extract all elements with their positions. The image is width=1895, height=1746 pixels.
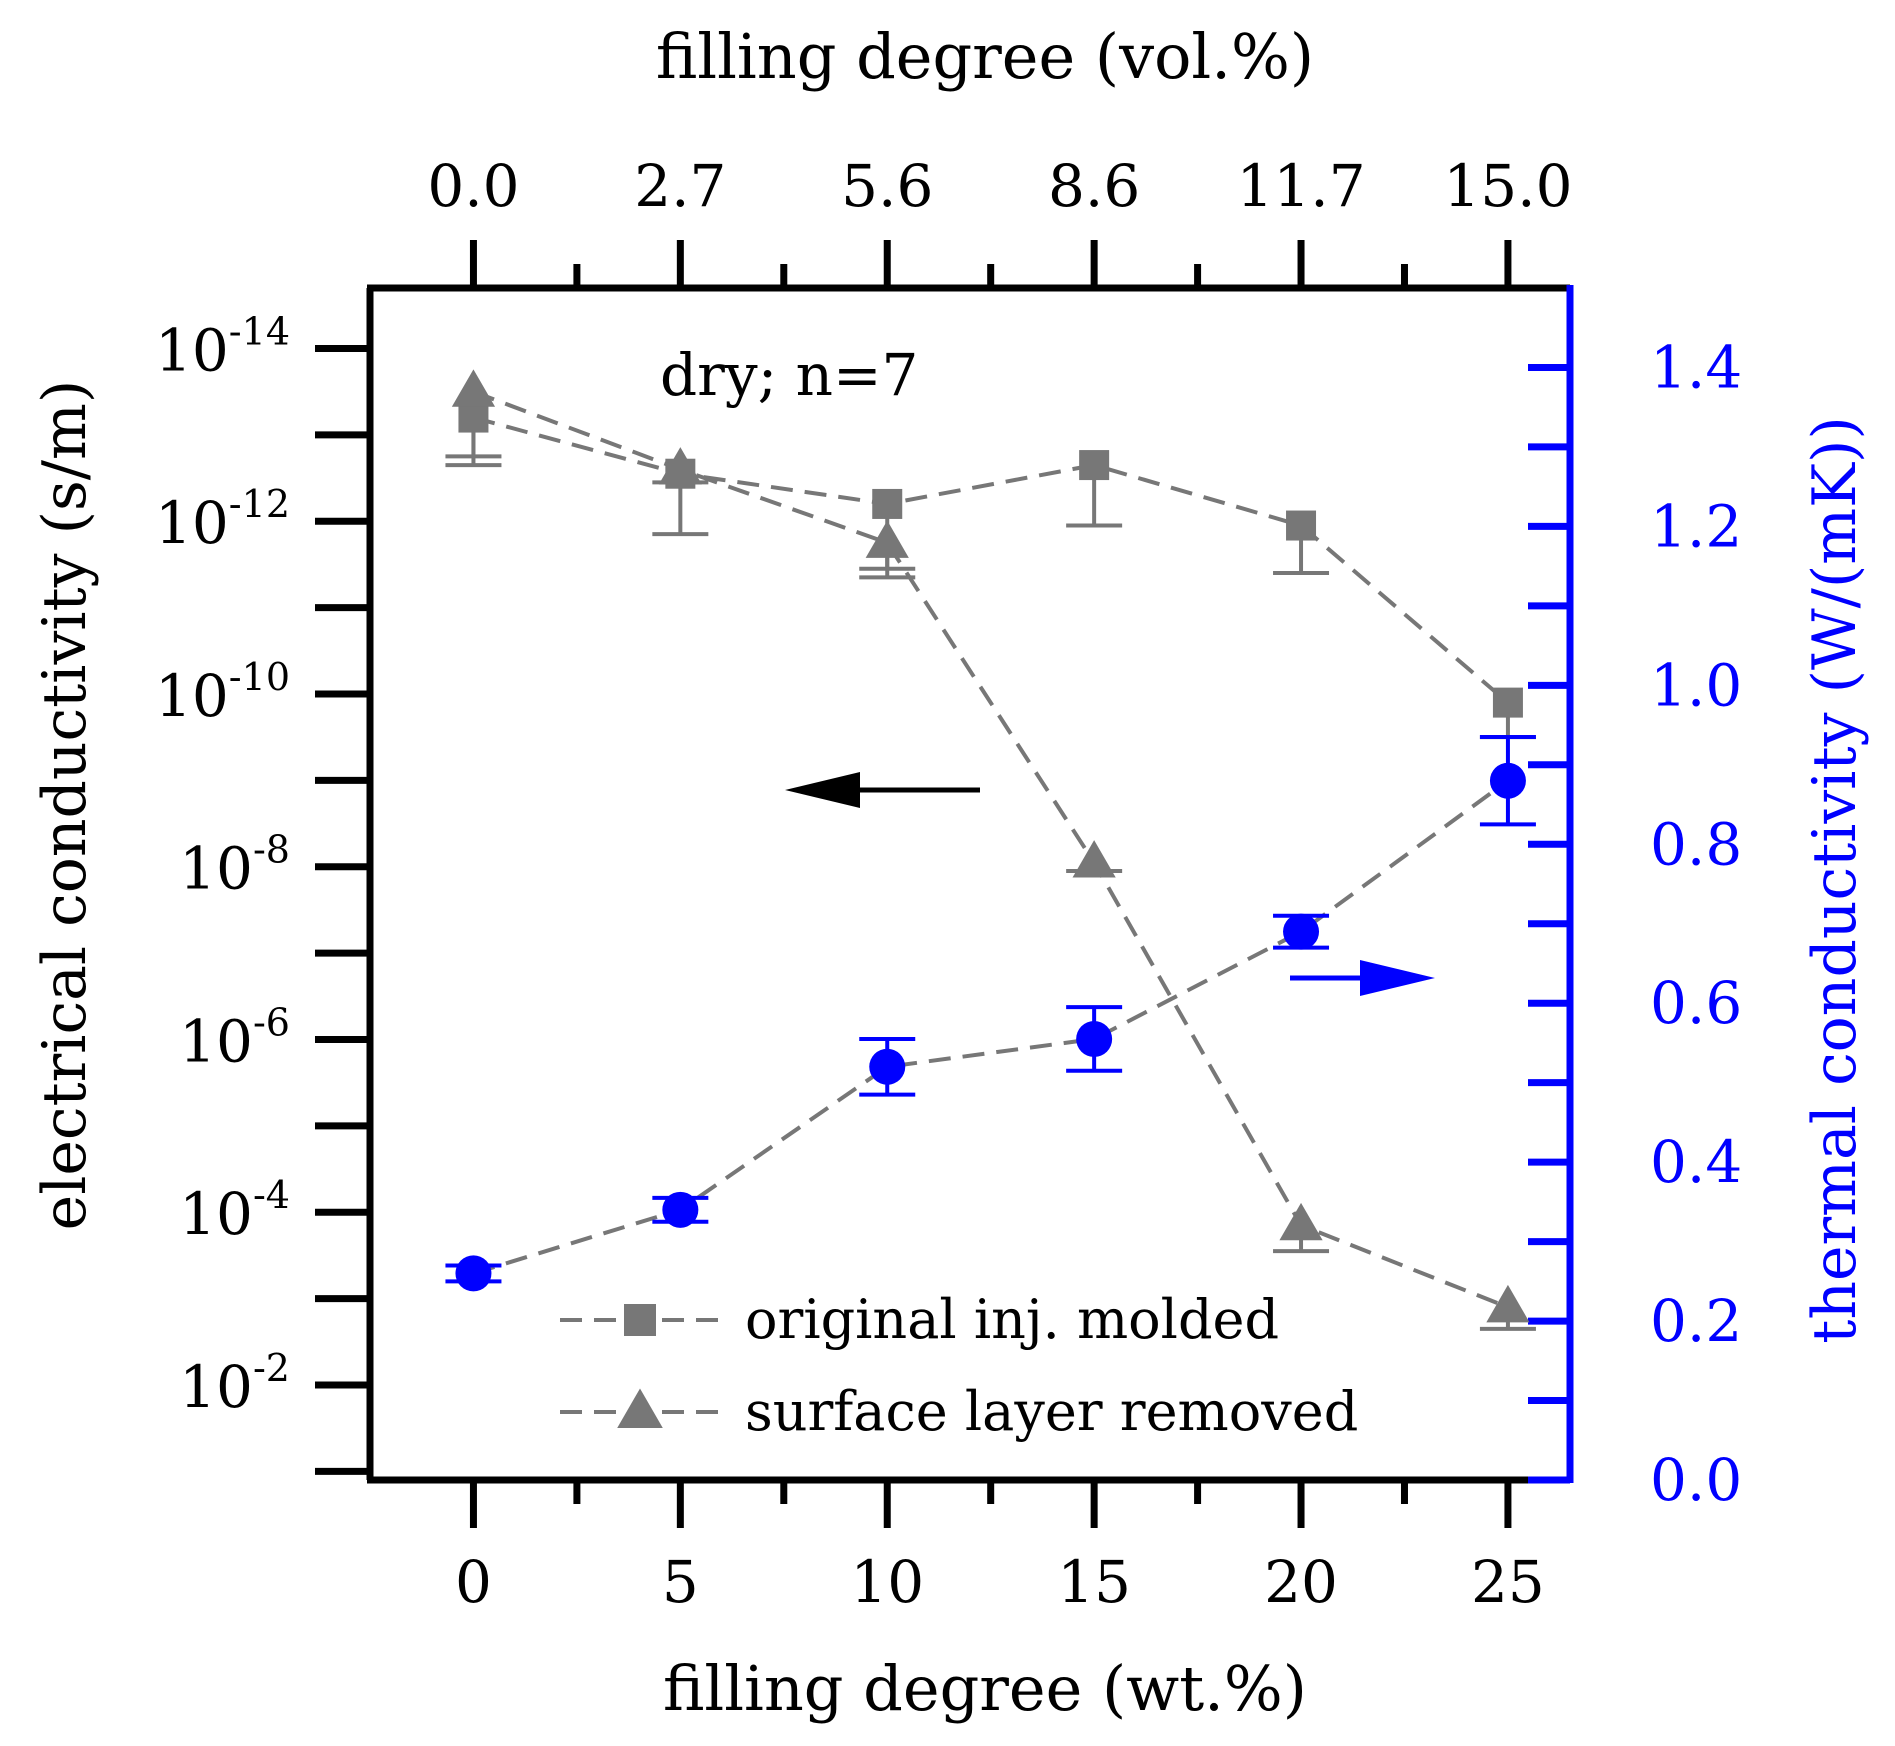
right-tick-label: 1.2 (1650, 492, 1742, 560)
annotation-text: dry; n=7 (660, 341, 918, 409)
series-line-2 (472, 779, 1510, 1276)
top-tick-label: 15.0 (1443, 152, 1572, 220)
series-line-1 (472, 389, 1509, 1310)
left-tick-label: 10-4 (179, 1173, 290, 1248)
right-axis-title: thermal conductivity (W/(mK)) (1800, 416, 1870, 1344)
right-tick-label: 1.0 (1650, 651, 1742, 719)
left-tick-label: 10-6 (179, 1000, 290, 1075)
right-tick-label: 0.0 (1650, 1446, 1742, 1514)
left-tick-label: 10-2 (179, 1346, 290, 1421)
circle-point (1283, 913, 1320, 950)
circle-point (662, 1191, 699, 1228)
frame-layer (315, 240, 1574, 1528)
series-layer (445, 369, 1536, 1428)
right-tick-label: 0.8 (1650, 810, 1742, 878)
triangle-point (658, 447, 702, 485)
right-tick-label: 1.4 (1650, 333, 1742, 401)
series-line-0 (472, 415, 1510, 705)
square-point (1079, 450, 1110, 481)
square-point (872, 488, 903, 519)
left-axis-title: electrical conductivity (s/m) (30, 380, 100, 1231)
triangle-point (1279, 1202, 1323, 1241)
bottom-axis-title: filling degree (wt.%) (663, 1652, 1307, 1725)
legend-label-surface: surface layer removed (745, 1380, 1358, 1443)
left-tick-label: 10-12 (155, 482, 290, 557)
bottom-tick-label: 0 (455, 1548, 492, 1616)
square-point (1492, 687, 1523, 718)
triangle-point (1072, 840, 1116, 878)
top-axis-title: filling degree (vol.%) (656, 20, 1314, 93)
right-tick-label: 0.2 (1650, 1287, 1742, 1355)
circle-point (869, 1048, 906, 1085)
left-arrow-head (785, 772, 860, 808)
top-tick-label: 2.7 (634, 152, 726, 220)
triangle-point (865, 520, 909, 558)
bottom-tick-label: 5 (662, 1548, 699, 1616)
top-tick-label: 5.6 (841, 152, 933, 220)
left-tick-label: 10-10 (155, 655, 290, 730)
top-tick-label: 11.7 (1236, 152, 1365, 220)
left-tick-label: 10-14 (155, 309, 290, 384)
top-tick-label: 8.6 (1048, 152, 1140, 220)
bottom-tick-label: 20 (1264, 1548, 1338, 1616)
left-tick-label: 10-8 (179, 828, 290, 903)
circle-point (1489, 762, 1526, 799)
right-tick-label: 0.4 (1650, 1128, 1742, 1196)
triangle-point (1486, 1284, 1530, 1323)
circle-point (1076, 1020, 1113, 1057)
legend-label-original: original inj. molded (745, 1288, 1279, 1351)
square-point (1286, 510, 1317, 541)
bottom-tick-label: 10 (850, 1548, 924, 1616)
triangle-point (451, 369, 496, 407)
right-tick-label: 0.6 (1650, 969, 1742, 1037)
legend-marker-triangle (617, 1388, 663, 1428)
legend-marker-square (624, 1304, 656, 1336)
top-tick-label: 0.0 (427, 152, 519, 220)
text-layer: filling degree (vol.%) filling degree (w… (30, 20, 1870, 1725)
right-arrow-head (1360, 960, 1435, 996)
circle-point (455, 1255, 492, 1292)
bottom-tick-label: 15 (1057, 1548, 1131, 1616)
bottom-tick-label: 25 (1471, 1548, 1545, 1616)
